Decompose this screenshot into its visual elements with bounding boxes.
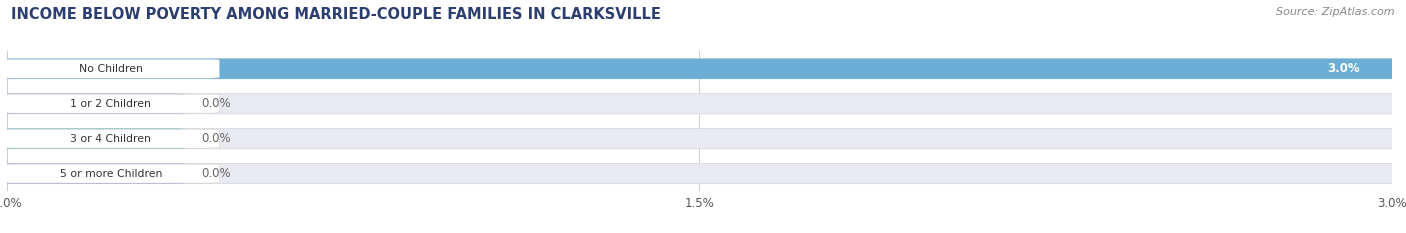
Text: 1 or 2 Children: 1 or 2 Children [70, 99, 152, 109]
FancyBboxPatch shape [0, 164, 187, 184]
FancyBboxPatch shape [0, 93, 187, 114]
FancyBboxPatch shape [0, 93, 1406, 114]
FancyBboxPatch shape [3, 59, 219, 78]
Text: 5 or more Children: 5 or more Children [59, 169, 162, 178]
FancyBboxPatch shape [0, 58, 1406, 79]
Text: 0.0%: 0.0% [201, 167, 231, 180]
Text: Source: ZipAtlas.com: Source: ZipAtlas.com [1277, 7, 1395, 17]
FancyBboxPatch shape [3, 94, 219, 113]
Text: 0.0%: 0.0% [201, 132, 231, 145]
Text: 3 or 4 Children: 3 or 4 Children [70, 134, 152, 144]
Text: 0.0%: 0.0% [201, 97, 231, 110]
Text: No Children: No Children [79, 64, 143, 74]
FancyBboxPatch shape [0, 164, 1406, 184]
FancyBboxPatch shape [0, 129, 1406, 149]
FancyBboxPatch shape [0, 129, 187, 149]
FancyBboxPatch shape [3, 164, 219, 183]
FancyBboxPatch shape [0, 58, 1406, 79]
Text: INCOME BELOW POVERTY AMONG MARRIED-COUPLE FAMILIES IN CLARKSVILLE: INCOME BELOW POVERTY AMONG MARRIED-COUPL… [11, 7, 661, 22]
Text: 3.0%: 3.0% [1327, 62, 1360, 75]
FancyBboxPatch shape [3, 129, 219, 148]
